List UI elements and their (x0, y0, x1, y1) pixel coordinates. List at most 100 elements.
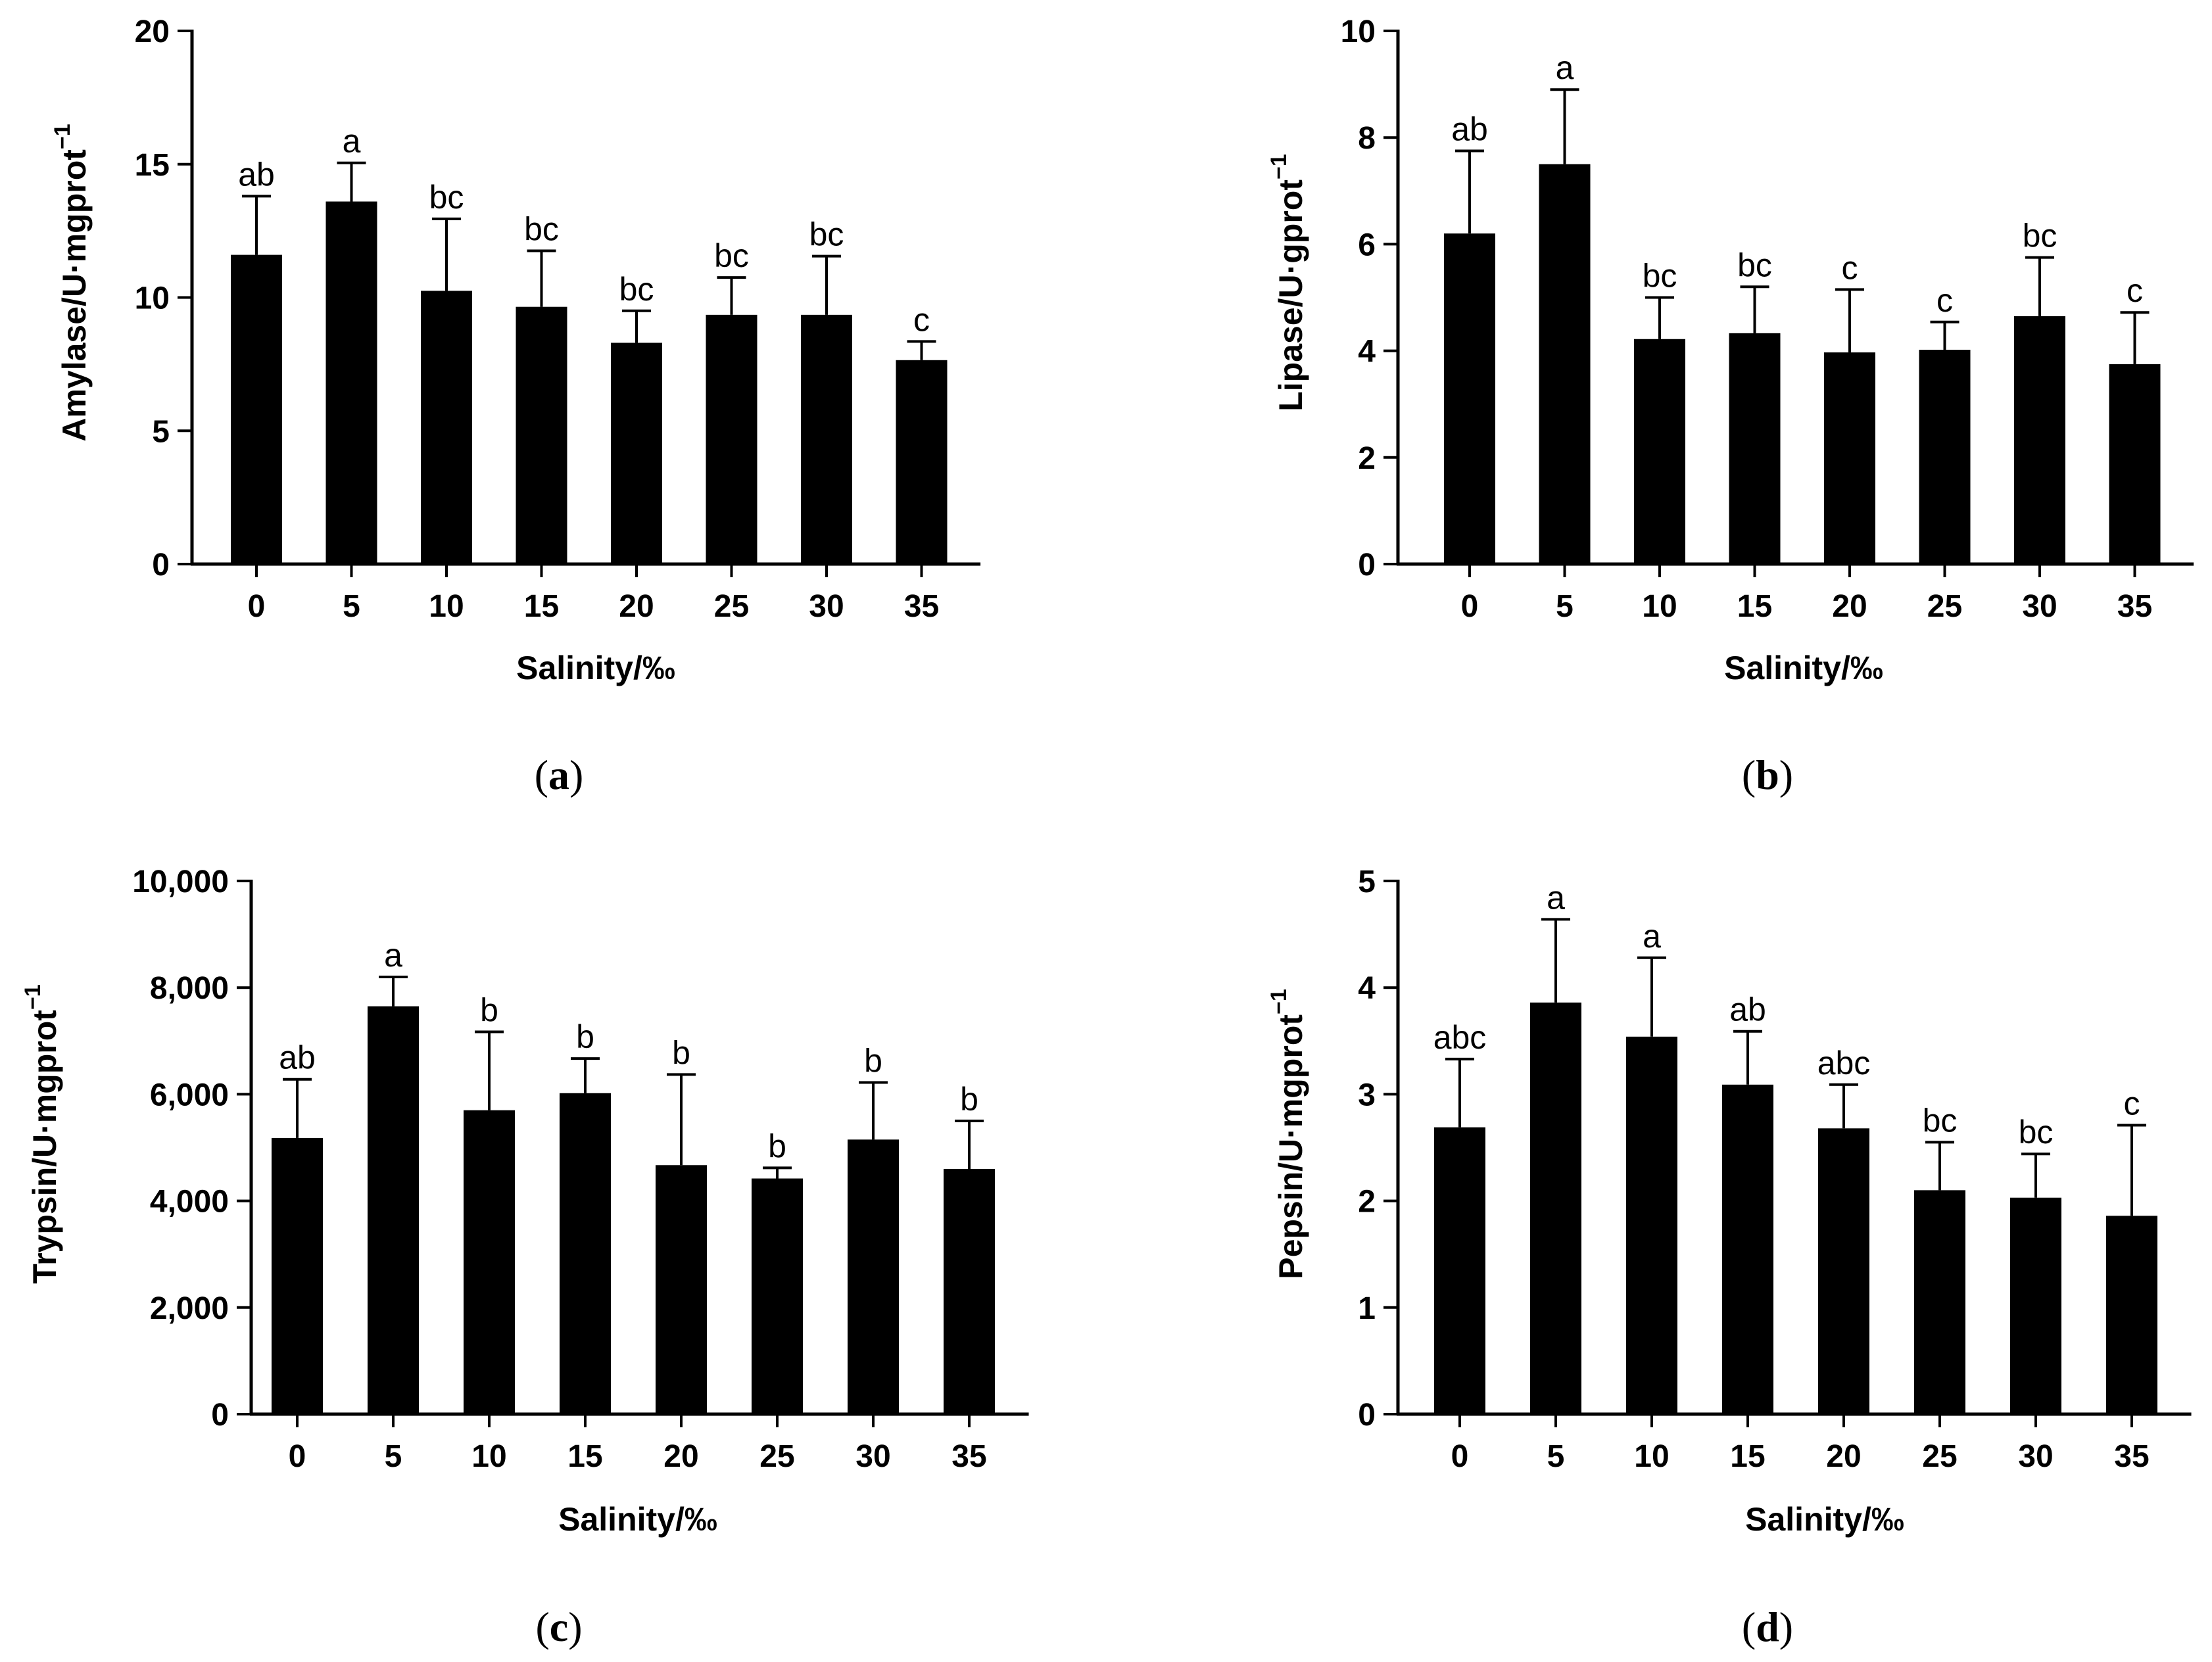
bar-a (325, 201, 377, 564)
x-tick-label-b: 30 (2022, 589, 2057, 624)
y-tick-label-d: 0 (1358, 1398, 1376, 1433)
significance-letter-b: c (1936, 282, 1953, 319)
x-axis-title-b: Salinity/‰ (1724, 650, 1883, 686)
panel-label-a: (a) (535, 751, 584, 798)
y-tick-label-a: 15 (135, 148, 170, 183)
x-tick-label-a: 35 (904, 589, 939, 624)
bar-c (272, 1137, 323, 1414)
y-tick-label-c: 6,000 (150, 1078, 229, 1112)
bar-d (2106, 1216, 2157, 1414)
x-tick-label-a: 25 (714, 589, 749, 624)
y-tick-label-b: 8 (1358, 121, 1376, 156)
x-tick-label-b: 35 (2117, 589, 2152, 624)
y-tick-label-b: 6 (1358, 227, 1376, 262)
bar-c (368, 1006, 419, 1414)
y-tick-label-b: 2 (1358, 441, 1376, 476)
x-tick-label-b: 10 (1642, 589, 1677, 624)
significance-letter-c: b (768, 1128, 786, 1164)
significance-letter-a: bc (429, 179, 464, 216)
bar-a (706, 314, 757, 564)
bar-c (848, 1139, 899, 1414)
y-tick-label-d: 2 (1358, 1185, 1376, 1220)
y-tick-label-d: 3 (1358, 1078, 1376, 1112)
significance-letter-a: bc (619, 271, 654, 308)
y-tick-label-a: 0 (152, 548, 170, 582)
significance-letter-d: abc (1817, 1045, 1871, 1081)
x-tick-label-a: 30 (809, 589, 844, 624)
y-tick-label-a: 5 (152, 414, 170, 449)
panel-b: Lipase/U·gprot−1 Salinity/‰ (b) ab 0 a 5 bc 1… (1266, 14, 2194, 798)
panel-a: Amylase/U·mgprot−1 Salinity/‰ (a) ab 0 a 5 b… (50, 14, 981, 798)
x-tick-label-d: 20 (1826, 1439, 1861, 1474)
x-tick-label-b: 0 (1461, 589, 1479, 624)
significance-letter-c: b (672, 1034, 690, 1071)
x-tick-label-a: 5 (343, 589, 360, 624)
x-tick-label-a: 20 (619, 589, 654, 624)
bar-c (656, 1165, 707, 1414)
significance-letter-b: a (1556, 49, 1574, 86)
bar-b (2014, 316, 2065, 564)
y-tick-label-d: 5 (1358, 865, 1376, 899)
y-tick-label-c: 8,000 (150, 971, 229, 1006)
bar-b (1444, 233, 1495, 564)
significance-letter-a: ab (238, 156, 275, 193)
significance-letter-d: a (1643, 918, 1661, 955)
x-axis-title-a: Salinity/‰ (516, 650, 675, 686)
bar-c (944, 1168, 995, 1414)
significance-letter-a: bc (714, 237, 749, 274)
x-tick-label-b: 5 (1556, 589, 1574, 624)
x-tick-label-b: 20 (1832, 589, 1867, 624)
significance-letter-b: ab (1451, 110, 1488, 147)
y-tick-label-c: 4,000 (150, 1185, 229, 1220)
x-tick-label-a: 10 (429, 589, 464, 624)
significance-letter-a: c (913, 301, 930, 338)
y-tick-label-c: 2,000 (150, 1291, 229, 1326)
x-axis-title-c: Salinity/‰ (558, 1501, 717, 1538)
bar-a (801, 314, 852, 564)
y-tick-label-b: 0 (1358, 548, 1376, 582)
x-tick-label-c: 10 (471, 1439, 506, 1474)
x-tick-label-c: 15 (567, 1439, 602, 1474)
significance-letter-c: b (576, 1018, 594, 1055)
significance-letter-b: bc (1643, 258, 1677, 295)
bar-d (1626, 1036, 1677, 1414)
bar-d (1530, 1002, 1581, 1414)
x-tick-label-d: 35 (2114, 1439, 2149, 1474)
y-tick-label-c: 0 (211, 1398, 229, 1433)
bar-b (1539, 164, 1591, 564)
significance-letter-a: bc (524, 211, 559, 248)
bar-d (1914, 1190, 1965, 1414)
significance-letter-d: bc (2019, 1114, 2054, 1151)
bar-d (2010, 1197, 2061, 1414)
bar-b (2109, 364, 2161, 564)
y-tick-label-d: 4 (1358, 971, 1376, 1006)
x-tick-label-c: 0 (289, 1439, 306, 1474)
y-tick-label-d: 1 (1358, 1291, 1376, 1326)
x-tick-label-d: 15 (1730, 1439, 1765, 1474)
bar-d (1722, 1084, 1773, 1414)
significance-letter-c: b (480, 992, 498, 1029)
x-tick-label-d: 10 (1634, 1439, 1669, 1474)
x-tick-label-c: 20 (663, 1439, 698, 1474)
bar-c (464, 1110, 515, 1414)
x-tick-label-d: 0 (1451, 1439, 1469, 1474)
significance-letter-d: bc (1923, 1102, 1958, 1139)
y-tick-label-a: 10 (135, 281, 170, 316)
y-tick-label-a: 20 (135, 14, 170, 49)
significance-letter-d: ab (1729, 991, 1766, 1028)
panel-d: Pepsin/U·mgprot−1 Salinity/‰ (d) abc0a5a… (1266, 865, 2192, 1650)
bar-b (1919, 349, 1971, 564)
x-tick-label-b: 15 (1737, 589, 1772, 624)
x-tick-label-c: 35 (951, 1439, 986, 1474)
bar-d (1434, 1127, 1485, 1414)
y-axis-title-c: Trypsin/U·mgprot−1 (20, 984, 63, 1283)
x-tick-label-c: 30 (855, 1439, 890, 1474)
bar-b (1729, 333, 1781, 564)
x-tick-label-d: 30 (2018, 1439, 2053, 1474)
significance-letter-c: ab (279, 1039, 316, 1076)
significance-letter-d: c (2124, 1085, 2140, 1122)
x-tick-label-d: 25 (1922, 1439, 1957, 1474)
panel-label-c: (c) (535, 1603, 582, 1650)
bar-c (752, 1178, 803, 1414)
